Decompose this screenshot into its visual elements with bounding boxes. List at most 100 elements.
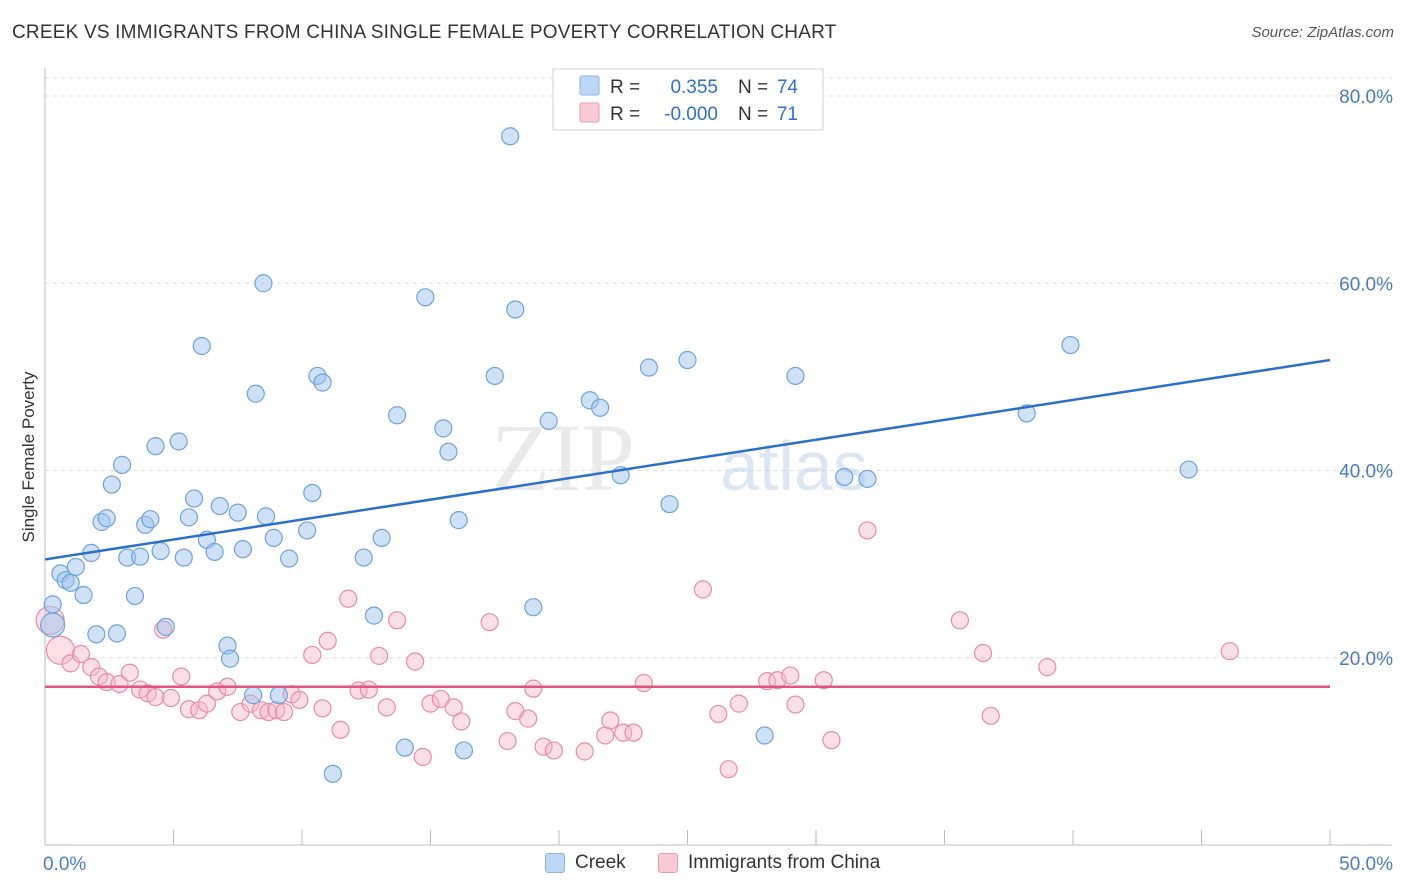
china-point: [786, 695, 805, 714]
stats-r-label-2: R =: [610, 104, 640, 125]
creek-point: [323, 764, 342, 783]
creek-trend-line: [44, 358, 1331, 561]
legend-swatch-creek: [545, 853, 565, 873]
china-point: [634, 673, 653, 693]
stats-swatch-china: [579, 102, 600, 123]
china-point: [822, 731, 841, 750]
creek-point: [87, 625, 106, 644]
china-point: [498, 731, 517, 751]
china-point: [71, 644, 91, 664]
axes: [44, 68, 1392, 846]
china-point: [377, 698, 396, 717]
creek-point: [387, 406, 407, 425]
china-point: [45, 635, 76, 665]
x-tick-label-max: 50.0%: [1339, 854, 1393, 875]
china-point: [452, 712, 471, 731]
china-point: [359, 680, 378, 699]
creek-point: [1061, 335, 1080, 355]
legend-item-china[interactable]: Immigrants from China: [658, 852, 880, 874]
watermark: ZIP atlas: [491, 404, 868, 511]
china-point: [480, 613, 499, 632]
creek-point: [506, 300, 525, 319]
creek-point: [439, 442, 458, 461]
creek-point: [755, 726, 774, 745]
creek-point: [74, 585, 93, 605]
creek-point: [313, 373, 332, 392]
china-point: [1220, 642, 1239, 661]
china-point: [274, 702, 294, 722]
creek-point: [639, 358, 659, 377]
china-point: [339, 589, 358, 608]
china-point: [290, 690, 309, 709]
legend-item-creek[interactable]: Creek: [545, 852, 626, 874]
creek-point: [156, 617, 175, 636]
watermark-zip: ZIP: [491, 404, 635, 511]
china-point: [614, 723, 633, 742]
china-point: [146, 687, 165, 707]
creek-point: [298, 521, 317, 540]
china-point: [444, 698, 463, 717]
creek-point: [246, 384, 265, 403]
stats-n-label-1: N =: [738, 77, 768, 98]
creek-point: [254, 274, 273, 293]
creek-point: [364, 606, 384, 625]
china-point: [387, 611, 407, 630]
legend-swatch-china: [658, 853, 678, 873]
china-point: [331, 720, 350, 739]
china-point: [693, 580, 713, 599]
china-point: [313, 699, 332, 718]
creek-point: [125, 586, 145, 606]
creek-point: [501, 127, 520, 146]
creek-point: [434, 419, 453, 438]
china-point: [981, 706, 1000, 725]
creek-point: [454, 741, 474, 760]
tick-labels: 20.0% 40.0% 60.0% 80.0% 0.0% 50.0%: [43, 87, 1393, 875]
china-point: [858, 521, 877, 540]
creek-point: [146, 437, 165, 456]
creek-point: [395, 738, 414, 757]
creek-point: [228, 503, 247, 522]
china-point: [534, 737, 553, 756]
creek-point: [858, 469, 877, 489]
creek-point: [174, 548, 193, 567]
legend-label-creek: Creek: [575, 852, 626, 873]
china-point: [431, 689, 450, 709]
china-point: [110, 674, 129, 694]
creek-point: [539, 411, 558, 430]
china-point: [601, 711, 620, 730]
creek-point: [303, 483, 322, 503]
creek-point: [372, 528, 391, 548]
gridlines: [45, 77, 1392, 659]
source-label: Source: ZipAtlas.com: [1251, 24, 1394, 41]
creek-point: [524, 598, 543, 617]
china-point: [709, 704, 728, 724]
y-tick-label-60: 60.0%: [1339, 274, 1393, 295]
china-point: [973, 643, 993, 663]
trend-lines: [44, 358, 1331, 689]
creek-point: [40, 612, 66, 638]
creek-point: [233, 540, 252, 559]
creek-point: [66, 557, 85, 577]
stats-box: R = 0.355 N = 74 R = -0.000 N = 71: [552, 68, 824, 131]
y-axis-label: Single Female Poverty: [19, 371, 38, 543]
creek-point: [102, 475, 121, 494]
creek-point: [184, 489, 204, 508]
china-point: [950, 611, 970, 630]
creek-point: [244, 686, 263, 705]
creek-point: [354, 548, 373, 567]
creek-point: [192, 336, 211, 356]
stats-r-value-1: 0.355: [670, 77, 718, 98]
creek-point: [269, 686, 288, 705]
china-point: [405, 652, 425, 671]
creek-point: [151, 541, 170, 561]
stats-n-value-2: 71: [777, 104, 798, 125]
creek-point: [416, 288, 435, 307]
creek-point: [835, 467, 854, 487]
stats-n-value-1: 74: [777, 77, 799, 98]
watermark-atlas: atlas: [720, 427, 868, 505]
china-point: [303, 645, 322, 665]
creek-point: [169, 432, 188, 451]
creek-point: [591, 398, 610, 417]
creek-point: [205, 542, 224, 562]
